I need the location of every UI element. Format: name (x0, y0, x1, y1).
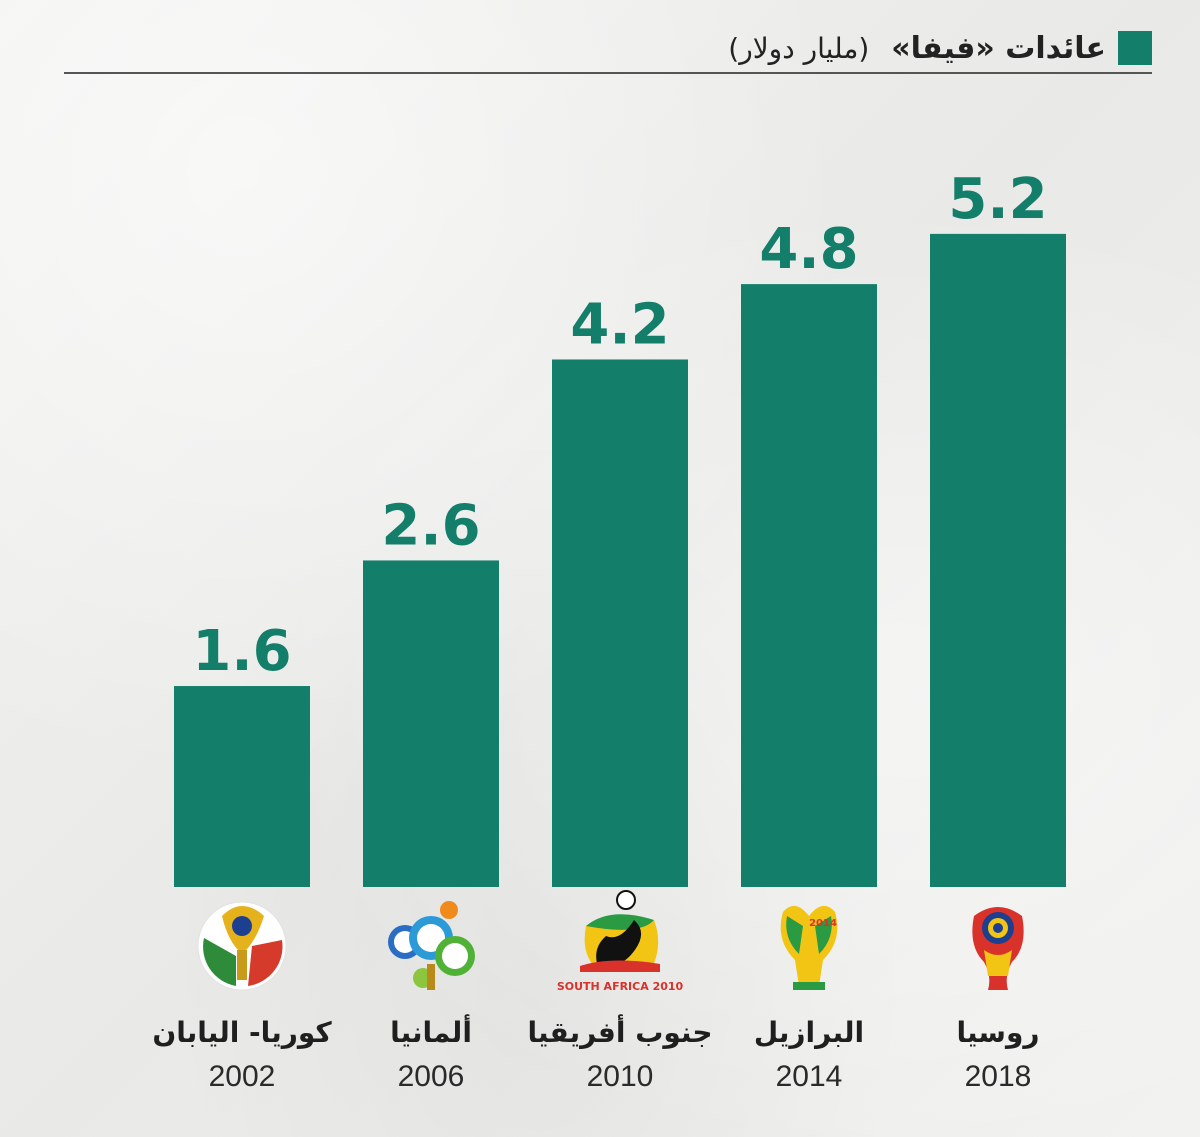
category-label: البرازيل (754, 1016, 864, 1049)
bar-value-label: 2.6 (381, 493, 480, 558)
year-label: 2014 (776, 1060, 843, 1093)
chart-subtitle: (مليار دولار) (728, 31, 870, 65)
bar-2002 (174, 686, 310, 887)
header-divider (64, 72, 1152, 74)
world-cup-2018-logo-icon (972, 907, 1024, 990)
category-label: كوريا- اليابان (152, 1016, 332, 1049)
chart-header: عائدات «فيفا» (مليار دولار) (64, 22, 1152, 74)
category-label: ألمانيا (390, 1014, 472, 1049)
bar-value-label: 4.8 (759, 217, 858, 282)
world-cup-2002-logo-icon (197, 901, 287, 991)
world-cup-2010-logo-icon: SOUTH AFRICA 2010 (557, 890, 684, 993)
year-label: 2018 (965, 1060, 1032, 1093)
bar-2010 (552, 359, 688, 888)
bar-value-label: 5.2 (948, 167, 1047, 232)
legend-swatch (1118, 31, 1152, 65)
svg-text:2014: 2014 (809, 918, 837, 929)
year-label: 2006 (398, 1060, 465, 1093)
bar-value-label: 1.6 (192, 619, 291, 684)
chart-title: عائدات «فيفا» (891, 30, 1106, 66)
bar-2018 (930, 233, 1066, 887)
year-label: 2010 (587, 1060, 654, 1093)
world-cup-2014-logo-icon: 2014 (780, 905, 838, 990)
bar-2006 (363, 560, 499, 887)
svg-text:SOUTH AFRICA 2010: SOUTH AFRICA 2010 (557, 980, 684, 993)
world-cup-2006-logo-icon (388, 901, 475, 990)
year-label: 2002 (209, 1060, 276, 1093)
category-label: جنوب أفريقيا (527, 1014, 712, 1049)
bar-value-label: 4.2 (570, 292, 669, 357)
category-label: روسيا (956, 1016, 1039, 1049)
bar-2014 (741, 284, 877, 887)
